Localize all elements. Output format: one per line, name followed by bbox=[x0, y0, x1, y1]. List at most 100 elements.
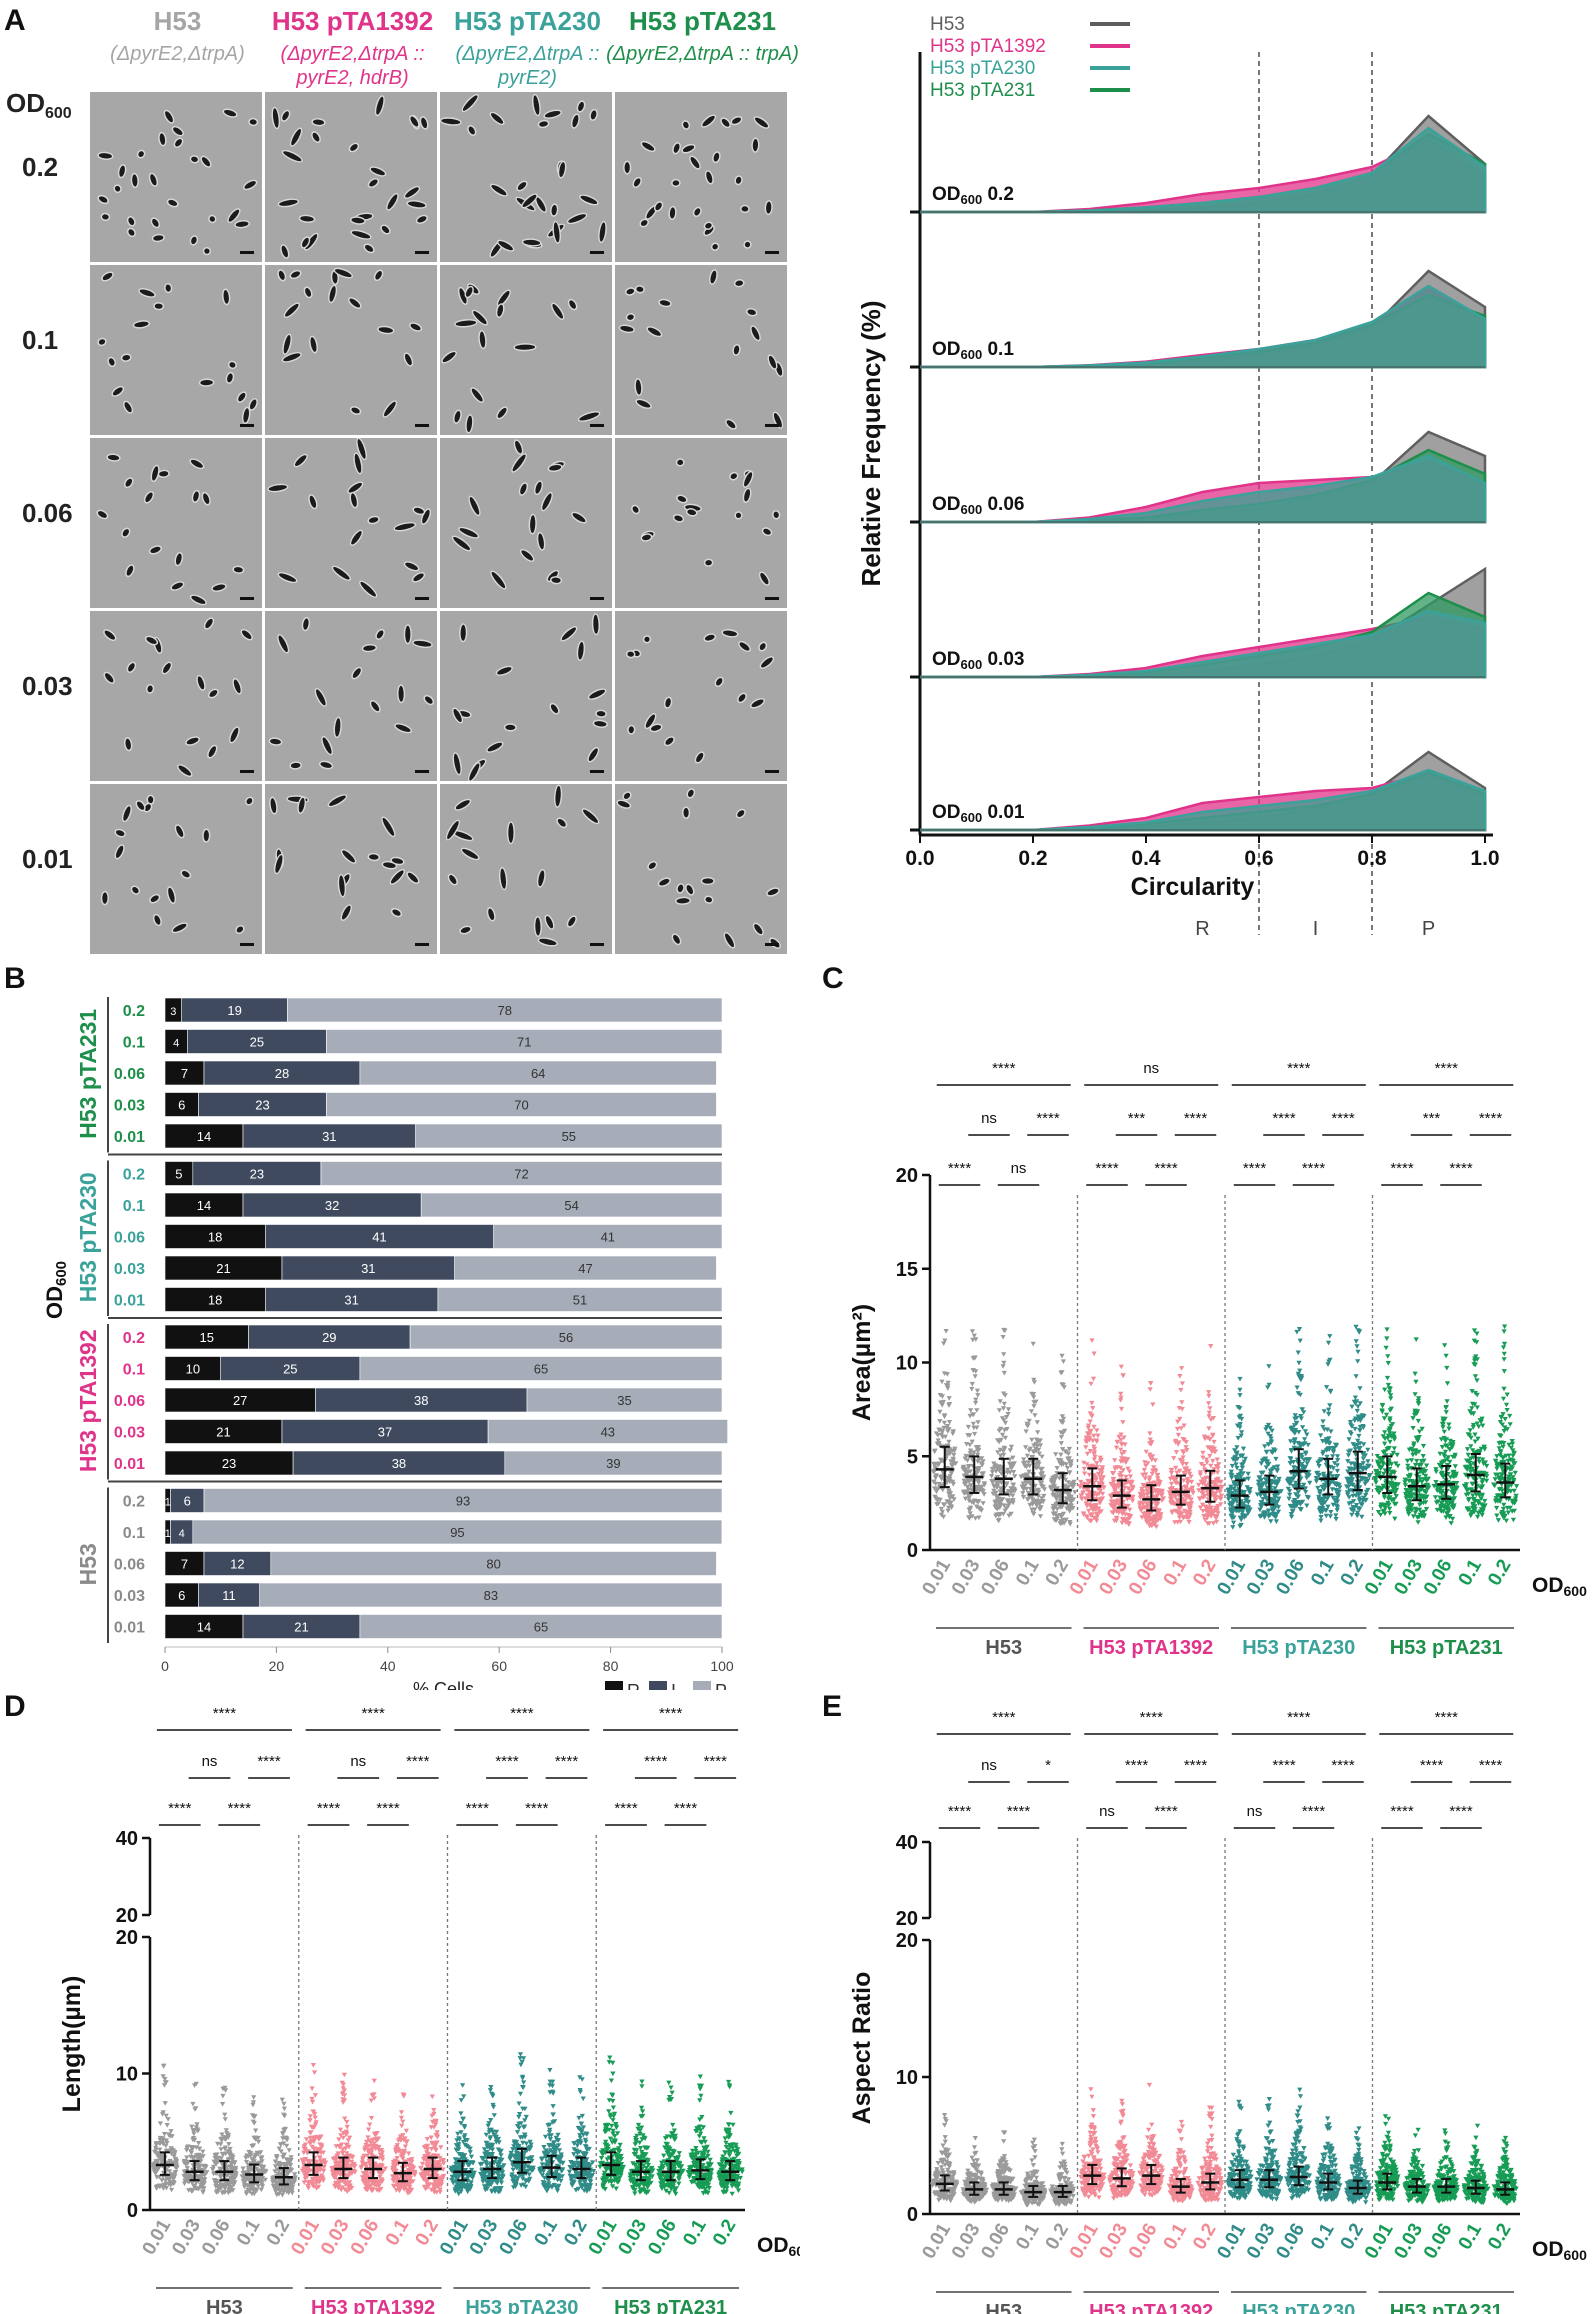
data-point bbox=[995, 1500, 1001, 1505]
data-point bbox=[1468, 1487, 1474, 1492]
data-point bbox=[1321, 1409, 1327, 1414]
data-point bbox=[222, 2112, 228, 2118]
bar-segment-r bbox=[164, 1255, 283, 1281]
data-point bbox=[160, 2138, 166, 2144]
data-point bbox=[1376, 1470, 1382, 1476]
cell bbox=[545, 916, 554, 929]
data-point bbox=[1202, 1494, 1208, 1499]
cell bbox=[383, 862, 396, 868]
data-point bbox=[230, 2155, 236, 2160]
data-point bbox=[1091, 1506, 1097, 1511]
data-point bbox=[1168, 1467, 1174, 1473]
data-point bbox=[1097, 1455, 1103, 1461]
data-point bbox=[936, 1427, 943, 1433]
micrograph-tile bbox=[615, 92, 787, 262]
data-point bbox=[218, 2147, 224, 2152]
sig-label: **** bbox=[1095, 1160, 1119, 1177]
cell bbox=[295, 455, 307, 466]
data-point bbox=[220, 2086, 226, 2092]
data-point bbox=[1336, 1489, 1342, 1495]
data-point bbox=[1059, 1414, 1065, 1419]
data-point bbox=[1266, 1508, 1272, 1514]
cell bbox=[233, 679, 241, 694]
data-point bbox=[974, 1388, 980, 1394]
data-point bbox=[1321, 1471, 1327, 1477]
data-point bbox=[1498, 1415, 1504, 1421]
data-point bbox=[184, 2155, 190, 2161]
cell bbox=[128, 217, 135, 226]
bar-segment-p bbox=[192, 1519, 723, 1545]
data-point bbox=[1478, 1496, 1484, 1502]
bar-segment-p bbox=[287, 997, 723, 1023]
micrograph-column-title: H53 pTA1392 bbox=[271, 6, 434, 36]
x-tick-label: 0.6 bbox=[1244, 847, 1273, 870]
data-point bbox=[1031, 1395, 1037, 1400]
data-point bbox=[1410, 1452, 1416, 1458]
cell bbox=[551, 204, 557, 216]
category-tick-label: 0.03 bbox=[1095, 1556, 1132, 1599]
data-point bbox=[1000, 1364, 1006, 1369]
data-point bbox=[217, 2185, 223, 2190]
bar-od-label: 0.2 bbox=[123, 1330, 145, 1347]
cell bbox=[392, 909, 401, 916]
data-point bbox=[192, 2083, 198, 2088]
cell bbox=[272, 108, 279, 128]
data-point bbox=[1172, 1440, 1179, 1445]
data-point bbox=[1304, 1432, 1310, 1438]
category-tick-label: 0.1 bbox=[1160, 1556, 1192, 1590]
data-point bbox=[212, 2153, 218, 2158]
data-point bbox=[1453, 1487, 1459, 1493]
data-point bbox=[1094, 1428, 1100, 1433]
cell bbox=[270, 798, 277, 814]
data-point bbox=[211, 2164, 217, 2170]
data-point bbox=[1174, 1480, 1180, 1486]
group-label: H53 pTA231 bbox=[75, 1009, 101, 1139]
data-point bbox=[1424, 1482, 1430, 1488]
data-point bbox=[1303, 1490, 1309, 1495]
data-point bbox=[1357, 1428, 1363, 1433]
data-point bbox=[213, 2178, 219, 2184]
data-point bbox=[1405, 1505, 1412, 1511]
data-point bbox=[1361, 1476, 1367, 1481]
data-point bbox=[1004, 1506, 1010, 1511]
data-point bbox=[1051, 1478, 1057, 1484]
data-point bbox=[1512, 1470, 1518, 1476]
data-point bbox=[1443, 1353, 1449, 1359]
data-point bbox=[1079, 1496, 1085, 1502]
data-point bbox=[233, 2170, 239, 2176]
data-point bbox=[1366, 1463, 1372, 1469]
data-point bbox=[1275, 1499, 1281, 1504]
cell bbox=[536, 197, 546, 212]
data-point bbox=[196, 2146, 203, 2152]
cell bbox=[154, 915, 161, 925]
data-point bbox=[933, 1481, 939, 1487]
data-point bbox=[1374, 1468, 1380, 1474]
bar-segment-i bbox=[242, 1614, 361, 1639]
data-point bbox=[1333, 1517, 1339, 1522]
data-point bbox=[961, 1490, 967, 1496]
data-point bbox=[198, 2184, 204, 2190]
cell bbox=[204, 248, 210, 254]
data-point bbox=[1153, 1524, 1159, 1530]
bar-segment-label: 31 bbox=[322, 1129, 336, 1144]
data-point bbox=[1450, 1496, 1456, 1502]
cell bbox=[705, 560, 712, 566]
data-point bbox=[1507, 1472, 1514, 1478]
data-point bbox=[976, 1466, 982, 1471]
data-point bbox=[1319, 1509, 1325, 1515]
data-point bbox=[1303, 1450, 1309, 1456]
data-point bbox=[1465, 1452, 1471, 1458]
data-point bbox=[1510, 1517, 1516, 1523]
cell bbox=[588, 748, 598, 761]
data-point bbox=[1005, 1407, 1012, 1412]
micrograph-od-header: OD600 bbox=[6, 88, 72, 123]
y-tick-label: 40 bbox=[116, 1828, 138, 1850]
data-point bbox=[1268, 1436, 1274, 1442]
x-tick-label: 100 bbox=[710, 1658, 734, 1674]
cell bbox=[642, 534, 651, 541]
bar-segment-label: 35 bbox=[617, 1393, 631, 1408]
data-point bbox=[1501, 1351, 1507, 1357]
data-point bbox=[1227, 1491, 1233, 1497]
data-point bbox=[1381, 1493, 1387, 1498]
data-point bbox=[968, 1408, 974, 1413]
